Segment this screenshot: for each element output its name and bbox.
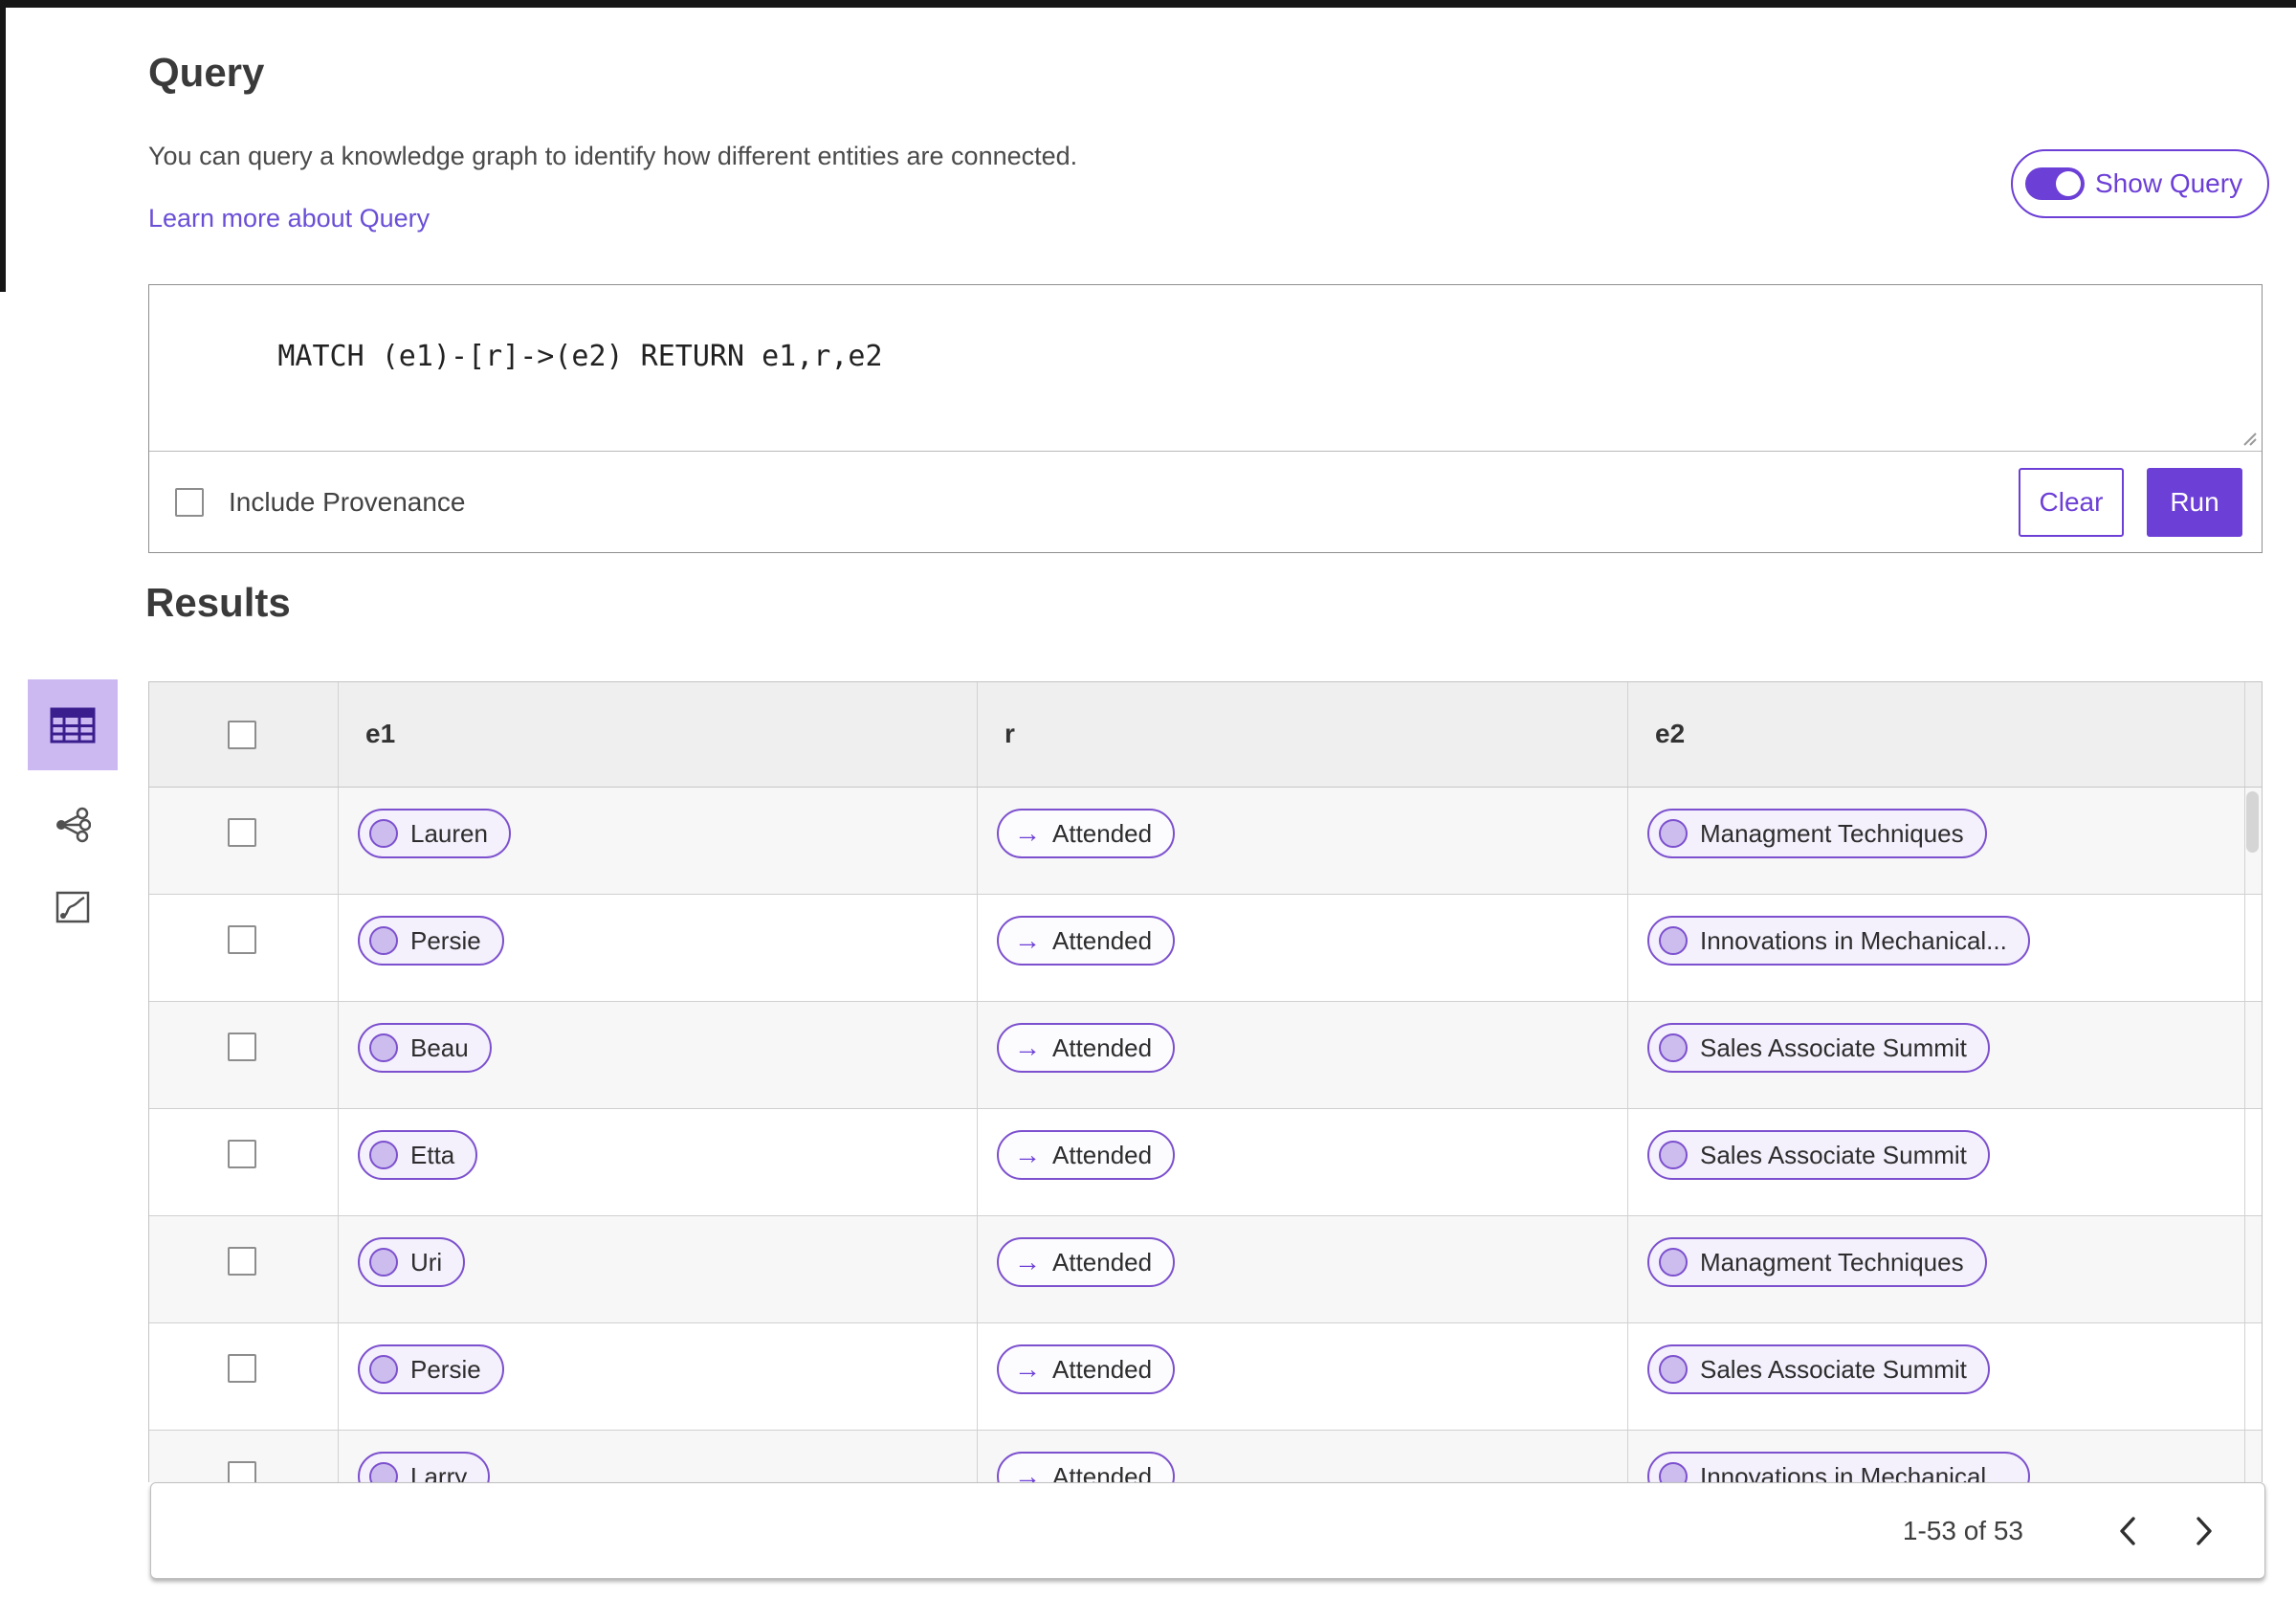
arrow-right-icon: →	[1014, 1140, 1041, 1169]
entity-pill[interactable]: Innovations in Mechanical...	[1647, 916, 2030, 966]
show-query-label: Show Query	[2095, 168, 2243, 198]
table-row: Beau → Attended Sales Associate Summit	[149, 1002, 2262, 1109]
include-provenance-label[interactable]: Include Provenance	[229, 486, 466, 517]
entity-pill[interactable]: Uri	[358, 1237, 466, 1287]
toggle-knob	[2056, 171, 2081, 196]
entity-pill[interactable]: Lauren	[358, 809, 511, 858]
entity-pill[interactable]: Sales Associate Summit	[1647, 1130, 1990, 1180]
query-text: MATCH (e1)-[r]->(e2) RETURN e1,r,e2	[277, 340, 883, 373]
resize-grip-icon[interactable]	[2241, 430, 2258, 447]
column-header-r[interactable]: r	[1004, 719, 1015, 748]
column-header-e2[interactable]: e2	[1655, 719, 1686, 748]
route-map-icon	[55, 891, 90, 923]
results-view-switcher	[28, 679, 118, 935]
entity-pill[interactable]: Beau	[358, 1023, 492, 1073]
table-row: Persie → Attended Innovations in Mechanic…	[149, 895, 2262, 1002]
window-top-edge	[0, 0, 2296, 8]
select-all-checkbox[interactable]	[228, 721, 256, 749]
results-table: e1 r e2 Lauren → Attended Managment Techn…	[148, 681, 2263, 1482]
arrow-right-icon: →	[1014, 818, 1041, 848]
entity-node-icon	[1659, 1248, 1688, 1277]
entity-node-icon	[369, 1355, 398, 1384]
page-title: Query	[148, 50, 265, 95]
entity-node-icon	[369, 1462, 398, 1482]
pagination-range: 1-53 of 53	[1902, 1515, 2023, 1545]
chevron-right-icon	[2197, 1516, 2212, 1545]
relation-pill[interactable]: → Attended	[997, 1023, 1176, 1073]
previous-page-button[interactable]	[2106, 1509, 2150, 1553]
include-provenance-checkbox[interactable]	[175, 487, 204, 517]
table-row: Etta → Attended Sales Associate Summit	[149, 1109, 2262, 1216]
entity-pill[interactable]: Managment Techniques	[1647, 1237, 1987, 1287]
arrow-right-icon: →	[1014, 1247, 1041, 1277]
arrow-right-icon: →	[1014, 925, 1041, 955]
row-checkbox[interactable]	[228, 1461, 256, 1482]
row-checkbox[interactable]	[228, 1354, 256, 1383]
entity-node-icon	[1659, 1141, 1688, 1169]
entity-node-icon	[369, 1141, 398, 1169]
relation-pill[interactable]: → Attended	[997, 1237, 1176, 1287]
query-description: You can query a knowledge graph to ident…	[148, 142, 1078, 170]
table-row: Uri → Attended Managment Techniques	[149, 1216, 2262, 1323]
graph-view-button[interactable]	[28, 797, 118, 853]
query-panel-footer: Include Provenance Clear Run	[149, 452, 2262, 552]
toggle-switch-icon[interactable]	[2025, 167, 2085, 200]
entity-node-icon	[1659, 926, 1688, 955]
entity-node-icon	[1659, 1355, 1688, 1384]
query-editor-textarea[interactable]: MATCH (e1)-[r]->(e2) RETURN e1,r,e2	[149, 285, 2262, 452]
entity-node-icon	[369, 926, 398, 955]
pagination-bar: 1-53 of 53	[150, 1482, 2265, 1579]
column-header-e1[interactable]: e1	[365, 719, 396, 748]
entity-pill[interactable]: Etta	[358, 1130, 478, 1180]
table-row: Persie → Attended Sales Associate Summit	[149, 1323, 2262, 1431]
table-header-row: e1 r e2	[149, 682, 2262, 788]
scrollbar-gutter	[2244, 682, 2262, 787]
run-button[interactable]: Run	[2147, 467, 2242, 537]
relation-pill[interactable]: → Attended	[997, 809, 1176, 858]
table-scrollbar-thumb[interactable]	[2246, 791, 2259, 853]
entity-pill[interactable]: Managment Techniques	[1647, 809, 1987, 858]
show-query-toggle[interactable]: Show Query	[2011, 149, 2269, 218]
entity-pill[interactable]: Persie	[358, 1344, 504, 1394]
entity-node-icon	[1659, 819, 1688, 848]
arrow-right-icon: →	[1014, 1461, 1041, 1483]
table-row: Lauren → Attended Managment Techniques	[149, 788, 2262, 895]
entity-node-icon	[369, 1248, 398, 1277]
entity-pill[interactable]: Sales Associate Summit	[1647, 1023, 1990, 1073]
entity-node-icon	[369, 1033, 398, 1062]
row-checkbox[interactable]	[228, 1033, 256, 1061]
row-checkbox[interactable]	[228, 1247, 256, 1276]
entity-pill[interactable]: Larry	[358, 1452, 491, 1482]
entity-pill[interactable]: Sales Associate Summit	[1647, 1344, 1990, 1394]
row-checkbox[interactable]	[228, 1140, 256, 1168]
relation-pill[interactable]: → Attended	[997, 1130, 1176, 1180]
query-action-buttons: Clear Run	[2019, 467, 2242, 537]
relation-pill[interactable]: → Attended	[997, 1344, 1176, 1394]
arrow-right-icon: →	[1014, 1354, 1041, 1384]
results-title: Results	[145, 580, 291, 625]
table-row: Larry → Attended Innovations in Mechanica…	[149, 1431, 2262, 1482]
next-page-button[interactable]	[2182, 1509, 2226, 1553]
table-view-button[interactable]	[28, 679, 118, 770]
query-editor-panel: MATCH (e1)-[r]->(e2) RETURN e1,r,e2 Incl…	[148, 284, 2263, 553]
entity-node-icon	[1659, 1462, 1688, 1482]
row-checkbox[interactable]	[228, 925, 256, 954]
entity-pill[interactable]: Innovations in Mechanical...	[1647, 1452, 2030, 1482]
table-view-icon	[50, 707, 96, 743]
arrow-right-icon: →	[1014, 1033, 1041, 1062]
network-graph-icon	[56, 807, 91, 843]
clear-button[interactable]: Clear	[2019, 467, 2124, 537]
row-checkbox[interactable]	[228, 818, 256, 847]
relation-pill[interactable]: → Attended	[997, 1452, 1176, 1483]
entity-node-icon	[369, 819, 398, 848]
map-view-button[interactable]	[28, 879, 118, 935]
entity-node-icon	[1659, 1033, 1688, 1062]
window-left-edge	[0, 0, 6, 292]
relation-pill[interactable]: → Attended	[997, 916, 1176, 966]
learn-more-link[interactable]: Learn more about Query	[148, 204, 430, 233]
entity-pill[interactable]: Persie	[358, 916, 504, 966]
chevron-left-icon	[2120, 1516, 2135, 1545]
